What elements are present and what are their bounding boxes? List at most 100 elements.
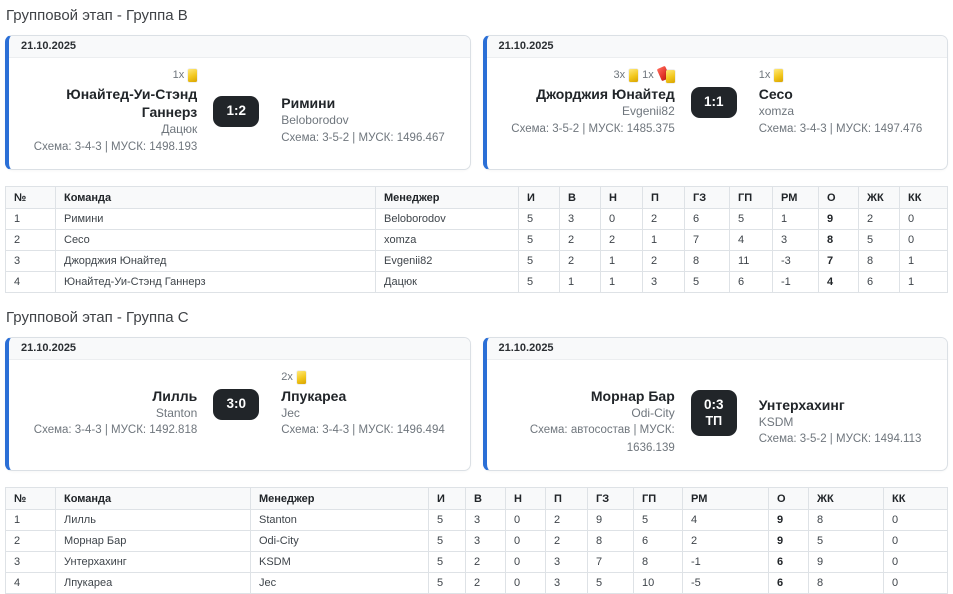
standings-cell: 1: [600, 270, 643, 293]
standings-cell: 0: [505, 529, 546, 552]
standings-cell: Evgenii82: [375, 249, 519, 272]
column-header-2: Менеджер: [375, 185, 519, 209]
column-header-8: ГП: [729, 185, 773, 209]
standings-cell: Odi-City: [250, 529, 429, 552]
column-header-7: ГЗ: [587, 486, 634, 510]
home-cards-line: [23, 369, 197, 386]
standings-cell: 5: [518, 228, 560, 251]
standings-cell: 2: [600, 228, 643, 251]
standings-cell: 5: [684, 270, 730, 293]
team-scheme-musk: Схема: 3-4-3 | МУСК: 1497.476: [758, 122, 923, 135]
standings-cell: 1: [772, 207, 819, 230]
standings-cell: 7: [818, 249, 859, 272]
group-b-standings-table: № Команда Менеджер И В Н П ГЗ ГП РМ О ЖК КК 1 Римини Be…: [5, 185, 948, 293]
standings-row: 4 Лпукареа Jec 5 2 0 3 5 10 -5 6 8 0: [5, 571, 948, 594]
column-header-7: ГЗ: [684, 185, 730, 209]
standings-cell: 5: [518, 270, 560, 293]
team-name: Унтерхахинг: [758, 396, 845, 413]
away-team: Унтерхахинг KSDM Схема: 3-5-2 | МУСК: 14…: [759, 378, 933, 449]
group-c-standings-table: № Команда Менеджер И В Н П ГЗ ГП РМ О ЖК КК 1 Лилль Sta…: [5, 486, 948, 594]
standings-cell: 6: [729, 270, 773, 293]
team-manager: Odi-City: [631, 406, 675, 421]
standings-cell: 2: [465, 571, 506, 594]
group-c-title: Групповой этап - Группа C: [6, 308, 189, 326]
standings-cell: 0: [883, 508, 948, 531]
standings-cell: 5: [858, 228, 900, 251]
column-header-9: РМ: [772, 185, 819, 209]
standings-header-row: № Команда Менеджер И В Н П ГЗ ГП РМ О ЖК КК: [5, 185, 948, 209]
standings-row: 1 Лилль Stanton 5 3 0 2 9 5 4 9 8 0: [5, 508, 948, 531]
away-cards-line: [759, 378, 933, 395]
away-team: Римини Beloborodov Схема: 3-5-2 | МУСК: …: [281, 76, 455, 147]
home-team: 1x Юнайтед-Уи-Стэнд Ганнерз Дацюк Схема:…: [23, 67, 198, 156]
column-header-2: Менеджер: [250, 486, 429, 510]
standings-cell: 9: [768, 529, 809, 552]
standings-cell: 5: [428, 508, 466, 531]
column-header-9: РМ: [682, 486, 769, 510]
team-name: Морнар Бар: [590, 387, 675, 404]
team-manager: Дацюк: [161, 122, 198, 137]
team-name: Юнайтед-Уи-Стэнд Ганнерз: [66, 85, 198, 121]
home-team: Лилль Stanton Схема: 3-4-3 | МУСК: 1492.…: [23, 369, 197, 440]
team-name: Римини: [281, 95, 336, 112]
standings-cell: 8: [684, 249, 730, 272]
yellow-card-count: 1x: [172, 69, 185, 82]
team-manager: KSDM: [758, 414, 794, 429]
column-header-5: Н: [505, 486, 546, 510]
score-badge: 3:0: [213, 388, 260, 420]
match-card: 21.10.2025 Лилль Stanton Схема: 3-4-3 | …: [5, 336, 471, 471]
standings-cell: 2: [545, 508, 588, 531]
standings-cell: 3: [559, 207, 601, 230]
standings-cell: 8: [808, 508, 884, 531]
away-cards-line: [281, 76, 455, 93]
yellow-card-icon: [774, 68, 784, 82]
score-value: 1:1: [703, 93, 724, 109]
group-c-match-cards: 21.10.2025 Лилль Stanton Схема: 3-4-3 | …: [5, 336, 948, 471]
score-badge: 1:2: [213, 96, 260, 127]
yellow-card-icon: [629, 68, 639, 82]
standings-cell: 6: [768, 571, 809, 594]
standings-cell: Морнар Бар: [55, 529, 251, 552]
standings-cell: 6: [633, 529, 683, 552]
home-cards-line: [501, 369, 675, 386]
column-header-4: В: [465, 486, 506, 510]
standings-cell: 3: [545, 571, 588, 594]
standings-cell: Лилль: [55, 508, 251, 531]
standings-row: 2 Сесо xomza 5 2 2 1 7 4 3 8 5 0: [5, 228, 948, 251]
home-team: 3x 1x Джорджия Юнайтед Evgenii82 Схема: …: [501, 66, 675, 138]
column-header-1: Команда: [55, 486, 251, 510]
column-header-11: ЖК: [808, 486, 884, 510]
score-note: ТП: [705, 413, 723, 428]
standings-cell: 2: [545, 529, 588, 552]
standings-cell: 8: [808, 571, 884, 594]
standings-cell: 6: [684, 207, 730, 230]
score-value: 3:0: [226, 395, 246, 411]
column-header-1: Команда: [55, 185, 376, 209]
home-cards-line: 1x: [23, 67, 198, 84]
column-header-10: О: [768, 486, 809, 510]
team-name: Лпукареа: [281, 387, 347, 404]
standings-cell: 5: [518, 249, 560, 272]
away-cards-line: 1x: [759, 67, 933, 84]
score-value: 1:2: [226, 103, 246, 118]
column-header-3: И: [428, 486, 466, 510]
standings-row: 3 Джорджия Юнайтед Evgenii82 5 2 1 2 8 11 -3 7 8 1: [5, 249, 948, 272]
standings-cell: 2: [559, 228, 601, 251]
second-yellow-card-icon: [656, 66, 675, 84]
column-header-10: О: [818, 185, 859, 209]
standings-cell: 2: [5, 529, 56, 552]
team-scheme-musk: Схема: автосостав | МУСК: 1636.139: [529, 424, 675, 454]
away-team: 2x Лпукареа Jec Схема: 3-4-3 | МУСК: 149…: [281, 369, 455, 440]
group-b-match-cards: 21.10.2025 1x Юнайтед-Уи-Стэнд Ганнерз Д…: [5, 34, 948, 170]
column-header-12: КК: [883, 486, 948, 510]
team-manager: Jec: [281, 406, 300, 421]
match-body: Лилль Stanton Схема: 3-4-3 | МУСК: 1492.…: [9, 360, 470, 453]
team-manager: Stanton: [155, 406, 198, 421]
standings-cell: 1: [600, 249, 643, 272]
second-yellow-card-count: 1x: [642, 69, 654, 82]
standings-cell: 3: [465, 529, 506, 552]
standings-cell: 0: [899, 207, 948, 230]
team-scheme-musk: Схема: 3-4-3 | МУСК: 1492.818: [33, 424, 198, 437]
column-header-5: Н: [600, 185, 643, 209]
standings-cell: 1: [5, 207, 56, 230]
